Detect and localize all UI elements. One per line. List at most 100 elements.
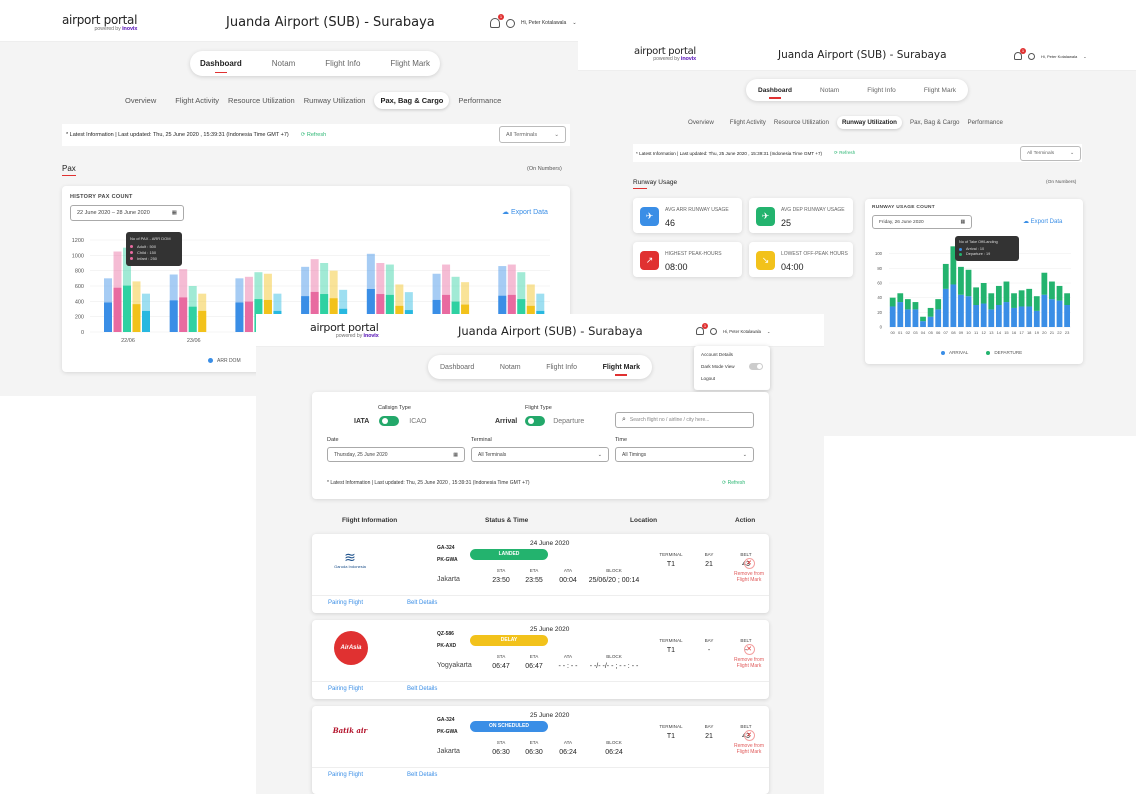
bar-arrival[interactable]: [988, 309, 995, 327]
subtab-performance[interactable]: Performance: [967, 119, 1003, 126]
bar-departure[interactable]: [1011, 293, 1017, 308]
bar-arrival[interactable]: [897, 302, 904, 327]
bar-arrival[interactable]: [1041, 294, 1048, 327]
bar-segment[interactable]: [507, 294, 516, 332]
tab-flight-mark[interactable]: Flight Mark: [390, 59, 430, 68]
bar-departure[interactable]: [1049, 281, 1055, 300]
bar-arrival[interactable]: [912, 309, 919, 327]
bar-arrival[interactable]: [1064, 305, 1070, 327]
user-icon[interactable]: [506, 18, 515, 28]
export-data-button[interactable]: ☁ Export Data: [502, 209, 548, 216]
tab-dashboard[interactable]: Dashboard: [758, 86, 792, 99]
user-name[interactable]: Hi, Peter Kotalawala: [723, 328, 761, 334]
bar-arrival[interactable]: [942, 288, 949, 327]
user-icon[interactable]: [1028, 52, 1035, 60]
bar-departure[interactable]: [1018, 290, 1025, 307]
subtab-resource-utilization[interactable]: Resource Utilization: [228, 96, 295, 105]
belt-details-link[interactable]: Belt Details: [407, 686, 438, 692]
bar-departure[interactable]: [980, 283, 987, 304]
bar-arrival[interactable]: [950, 284, 957, 327]
bar-arrival[interactable]: [920, 321, 926, 327]
date-input[interactable]: Friday, 26 June 2020 ▦: [872, 215, 972, 229]
bar-departure[interactable]: [950, 246, 957, 285]
subtab-pax-bag-cargo[interactable]: Pax, Bag & Cargo: [909, 119, 960, 126]
bar-segment[interactable]: [188, 306, 197, 332]
subtab-overview[interactable]: Overview: [125, 96, 157, 105]
menu-item-dark-mode[interactable]: Dark Mode View: [694, 360, 770, 373]
subtab-runway-utilization[interactable]: Runway Utilization: [303, 96, 366, 105]
bar-departure[interactable]: [1033, 296, 1040, 311]
tab-notam[interactable]: Notam: [499, 363, 521, 371]
tab-notam[interactable]: Notam: [820, 86, 840, 94]
bar-departure[interactable]: [958, 266, 964, 295]
belt-details-link[interactable]: Belt Details: [407, 600, 438, 606]
refresh-button[interactable]: ⟳ Refresh: [300, 132, 327, 138]
app-logo[interactable]: airport portal powered by inovix: [634, 46, 696, 62]
menu-item-logout[interactable]: Logout: [701, 376, 716, 381]
bar-segment[interactable]: [198, 310, 207, 332]
app-logo[interactable]: airport portal powered by inovix: [310, 321, 379, 339]
terminal-select[interactable]: All Terminals ⌄: [471, 447, 609, 462]
bar-segment[interactable]: [235, 302, 244, 332]
terminal-select[interactable]: All Terminals ⌄: [499, 126, 566, 143]
tab-flight-info[interactable]: Flight Info: [325, 59, 361, 68]
bar-departure[interactable]: [889, 297, 896, 307]
remove-flight-mark-button[interactable]: ✕ Remove from Flight Mark: [733, 644, 764, 669]
bar-segment[interactable]: [169, 300, 178, 332]
bar-arrival[interactable]: [1049, 299, 1055, 327]
bar-arrival[interactable]: [889, 306, 896, 327]
bar-departure[interactable]: [1064, 293, 1070, 305]
bar-arrival[interactable]: [965, 296, 972, 327]
time-select[interactable]: All Timings ⌄: [615, 447, 754, 462]
bar-arrival[interactable]: [1003, 302, 1010, 327]
bar-segment[interactable]: [310, 291, 319, 332]
subtab-overview[interactable]: Overview: [688, 119, 714, 126]
subtab-flight-activity[interactable]: Flight Activity: [729, 119, 766, 126]
bar-arrival[interactable]: [904, 309, 911, 327]
remove-flight-mark-button[interactable]: ✕ Remove from Flight Mark: [733, 558, 764, 583]
chevron-down-icon[interactable]: ⌄: [1083, 53, 1087, 59]
belt-details-link[interactable]: Belt Details: [407, 772, 438, 778]
bar-departure[interactable]: [920, 316, 926, 322]
subtab-performance[interactable]: Performance: [458, 96, 502, 105]
bar-arrival[interactable]: [1056, 300, 1063, 327]
refresh-button[interactable]: ⟳ Refresh: [834, 150, 856, 155]
subtab-resource-utilization[interactable]: Resource Utilization: [773, 119, 829, 126]
bar-departure[interactable]: [927, 307, 934, 317]
user-name[interactable]: Hi, Peter Kotalawala: [521, 20, 567, 26]
pairing-flight-link[interactable]: Pairing Flight: [328, 686, 364, 692]
bar-arrival[interactable]: [1011, 307, 1017, 327]
tab-flight-mark[interactable]: Flight Mark: [602, 363, 640, 376]
bar-segment[interactable]: [442, 294, 451, 332]
bell-icon[interactable]: 1: [1014, 48, 1026, 60]
bar-departure[interactable]: [988, 293, 995, 310]
bar-segment[interactable]: [104, 302, 112, 332]
bar-departure[interactable]: [1041, 272, 1048, 295]
bar-departure[interactable]: [973, 287, 979, 305]
bar-arrival[interactable]: [927, 316, 934, 327]
chevron-down-icon[interactable]: ⌄: [766, 328, 771, 334]
export-data-button[interactable]: ☁ Export Data: [1023, 219, 1063, 225]
bar-segment[interactable]: [498, 295, 507, 332]
app-logo[interactable]: airport portal powered by inovix: [62, 13, 138, 32]
pairing-flight-link[interactable]: Pairing Flight: [328, 600, 364, 606]
bar-segment[interactable]: [385, 294, 394, 332]
bar-arrival[interactable]: [935, 309, 942, 327]
bar-arrival[interactable]: [958, 294, 964, 327]
bar-departure[interactable]: [935, 299, 942, 310]
bar-departure[interactable]: [897, 293, 904, 303]
bar-arrival[interactable]: [1018, 306, 1025, 327]
user-icon[interactable]: [710, 327, 717, 335]
bar-segment[interactable]: [113, 287, 122, 332]
bar-arrival[interactable]: [1026, 306, 1033, 327]
tab-dashboard[interactable]: Dashboard: [440, 363, 475, 371]
bell-icon[interactable]: 1: [490, 14, 504, 28]
flight-type-toggle[interactable]: [525, 416, 546, 426]
callsign-toggle[interactable]: [379, 416, 400, 426]
bar-segment[interactable]: [366, 288, 375, 332]
bar-arrival[interactable]: [980, 303, 987, 327]
subtab-flight-activity[interactable]: Flight Activity: [175, 96, 220, 105]
bar-segment[interactable]: [376, 294, 385, 332]
bar-segment[interactable]: [142, 310, 150, 332]
search-input[interactable]: ⌕ Search flight no / airline / city here.…: [615, 412, 754, 428]
